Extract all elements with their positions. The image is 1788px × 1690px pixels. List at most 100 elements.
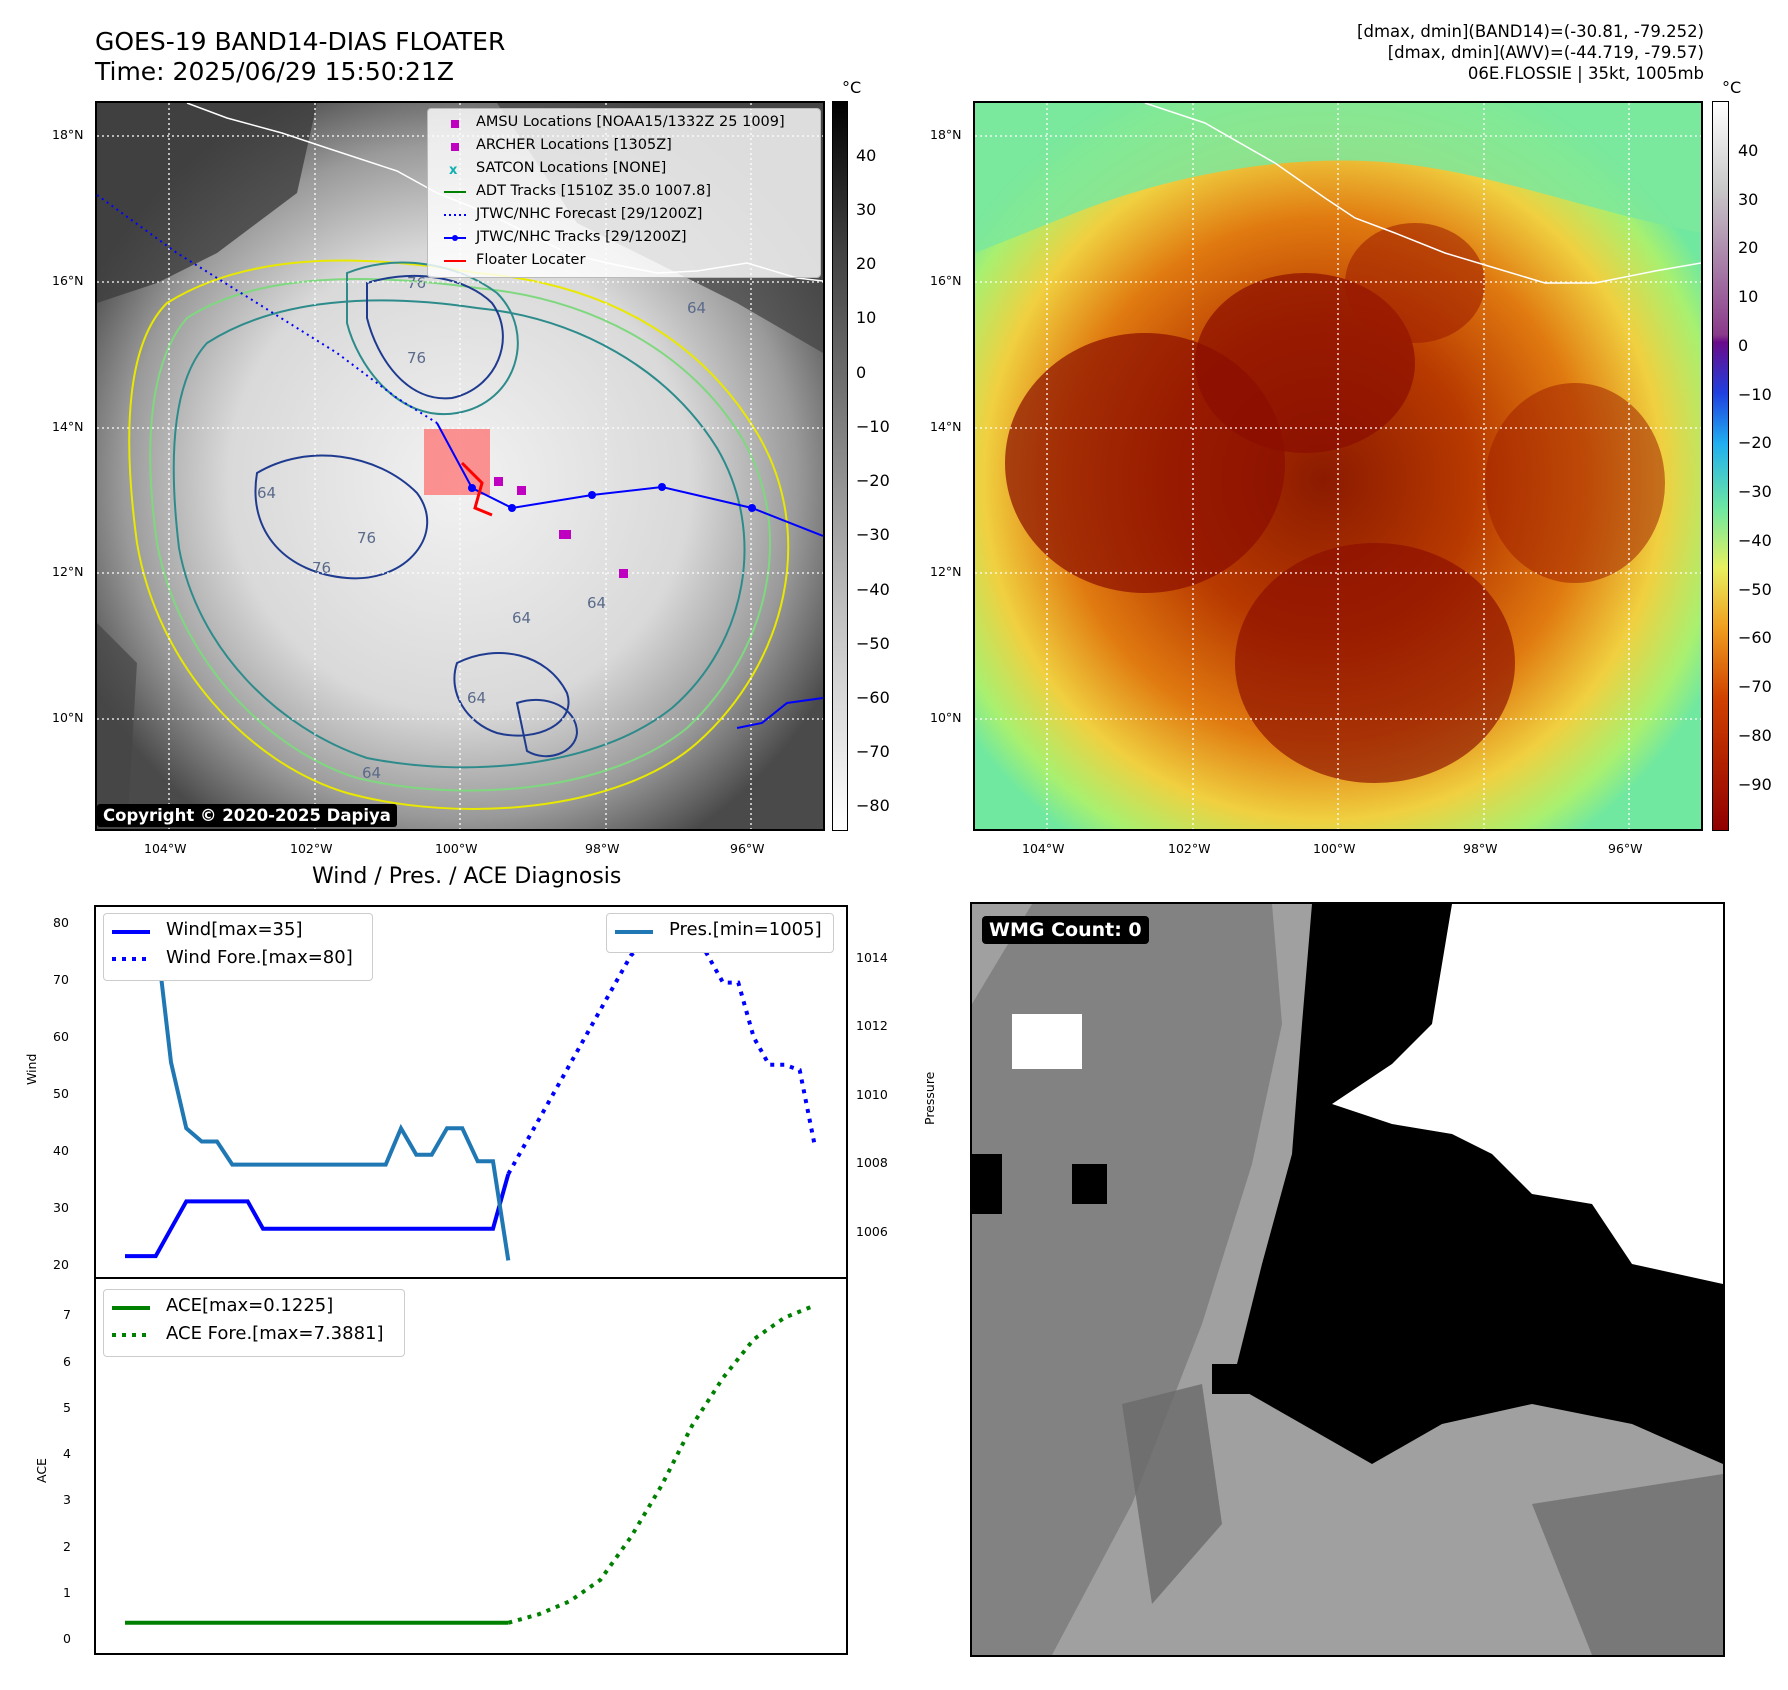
pressure-legend: Pres.[min=1005]: [606, 913, 834, 953]
right-colorbar-tick: −20: [1738, 433, 1772, 452]
wmg-count-badge: WMG Count: 0: [982, 916, 1149, 944]
wmg-white-patch: [1012, 1014, 1082, 1069]
jtwc-track-points: [468, 483, 756, 512]
right-colorbar-tick: −90: [1738, 775, 1772, 794]
wind-tick: 70: [53, 972, 69, 987]
legend-floater: Floater Locater: [476, 252, 586, 268]
wind-legend: Wind[max=35] Wind Fore.[max=80]: [103, 913, 373, 981]
contour-group: [128, 259, 790, 810]
left-colorbar-tick: 10: [856, 308, 877, 327]
lon-label: 104°W: [1022, 841, 1065, 856]
contour-label: 64: [362, 764, 381, 782]
pressure-tick: 1010: [856, 1087, 888, 1102]
contour-labels: 76 64 64 76 64 64 64 76 76 64: [257, 274, 706, 782]
lat-label: 12°N: [930, 564, 962, 579]
map-gridlines: [975, 103, 1701, 829]
right-colorbar-tick: 10: [1738, 287, 1759, 306]
pressure-series-0-line: [125, 928, 511, 1261]
lat-label: 16°N: [52, 273, 84, 288]
map-legend: x AMSU Locations [NOAA15/1332Z 25 1009] …: [427, 108, 821, 278]
left-colorbar-tick: −10: [856, 417, 890, 436]
jtwc-track-south: [736, 697, 823, 729]
wind-legend-swatches: [112, 930, 150, 961]
band14-map-panel: 76 64 64 76 64 64 64 76 76 64: [95, 101, 825, 831]
wmg-white-region: [1332, 904, 1723, 1284]
legend-wind-fore: Wind Fore.[max=80]: [166, 947, 353, 968]
legend-wind: Wind[max=35]: [166, 919, 303, 940]
right-colorbar-unit: °C: [1722, 78, 1742, 97]
info-line2: [dmax, dmin](AWV)=(-44.719, -79.57): [1387, 43, 1704, 62]
right-colorbar-tick: −30: [1738, 482, 1772, 501]
copyright-badge: Copyright © 2020-2025 Dapiya: [97, 804, 397, 827]
lon-label: 100°W: [435, 841, 478, 856]
left-colorbar-tick: −40: [856, 580, 890, 599]
right-colorbar: [1712, 101, 1729, 831]
wmg-gray-region: [1122, 1384, 1222, 1604]
left-colorbar-unit: °C: [842, 78, 862, 97]
pressure-legend-swatch: [615, 930, 653, 934]
contour-label: 76: [357, 529, 376, 547]
wmg-black-patch: [1072, 1164, 1107, 1204]
wind-tick: 60: [53, 1029, 69, 1044]
info-line3: 06E.FLOSSIE | 35kt, 1005mb: [1467, 64, 1704, 83]
legend-ace-fore: ACE Fore.[max=7.3881]: [166, 1323, 384, 1344]
contour-label: 76: [407, 274, 426, 292]
lon-label: 98°W: [585, 841, 620, 856]
left-colorbar-tick: 40: [856, 146, 877, 165]
left-colorbar-tick: −30: [856, 525, 890, 544]
cold-core: [1485, 383, 1665, 583]
left-colorbar-tick: −60: [856, 688, 890, 707]
right-colorbar-tick: 40: [1738, 141, 1759, 160]
right-colorbar-tick: −40: [1738, 531, 1772, 550]
pressure-tick: 1008: [856, 1155, 888, 1170]
wmg-black-patch: [972, 1154, 1002, 1214]
wind-series-1-line: [506, 925, 817, 1175]
lat-label: 10°N: [930, 710, 962, 725]
wind-tick: 50: [53, 1086, 69, 1101]
legend-swatches: x: [444, 120, 466, 262]
lon-label: 98°W: [1463, 841, 1498, 856]
pressure-tick: 1012: [856, 1018, 888, 1033]
lat-label: 16°N: [930, 273, 962, 288]
lon-label: 102°W: [1168, 841, 1211, 856]
contour-label: 76: [312, 559, 331, 577]
wmg-black-patch: [1212, 1364, 1252, 1394]
contour-label: 64: [257, 484, 276, 502]
left-colorbar-tick: 0: [856, 363, 867, 382]
contour-label: 76: [407, 349, 426, 367]
lon-label: 100°W: [1313, 841, 1356, 856]
left-colorbar: [832, 101, 848, 831]
awv-map-panel: [973, 101, 1703, 831]
wmg-gray-region: [1532, 1474, 1723, 1655]
right-colorbar-tick: 30: [1738, 190, 1759, 209]
right-colorbar-tick: −10: [1738, 385, 1772, 404]
lat-label: 14°N: [930, 419, 962, 434]
lat-label: 18°N: [52, 127, 84, 142]
ace-series-1-line: [507, 1303, 816, 1625]
wind-tick: 80: [53, 915, 69, 930]
diagnosis-title: Wind / Pres. / ACE Diagnosis: [312, 864, 622, 889]
wind-tick: 40: [53, 1143, 69, 1158]
coastline: [1144, 103, 1701, 284]
contour-label: 64: [512, 609, 531, 627]
lon-label: 96°W: [1608, 841, 1643, 856]
pressure-lines: [125, 928, 511, 1261]
forecast-track: [97, 194, 438, 424]
ace-tick: 7: [63, 1307, 71, 1322]
left-colorbar-tick: −70: [856, 742, 890, 761]
legend-amsu: AMSU Locations [NOAA15/1332Z 25 1009]: [476, 114, 785, 130]
chart-title-line1: GOES-19 BAND14-DIAS FLOATER: [95, 27, 506, 56]
diagnosis-chart: [94, 905, 848, 1655]
lat-label: 10°N: [52, 710, 84, 725]
awv-map: [975, 103, 1701, 829]
right-colorbar-tick: 20: [1738, 238, 1759, 257]
legend-satcon: SATCON Locations [NONE]: [476, 160, 667, 176]
amsu-archer-markers: [494, 477, 628, 578]
lat-label: 12°N: [52, 564, 84, 579]
right-colorbar-tick: −50: [1738, 580, 1772, 599]
cold-core: [1345, 223, 1485, 343]
wind-tick: 20: [53, 1257, 69, 1272]
wmg-gray-region: [972, 904, 1282, 1655]
right-colorbar-tick: −70: [1738, 677, 1772, 696]
legend-forecast: JTWC/NHC Forecast [29/1200Z]: [476, 206, 703, 222]
